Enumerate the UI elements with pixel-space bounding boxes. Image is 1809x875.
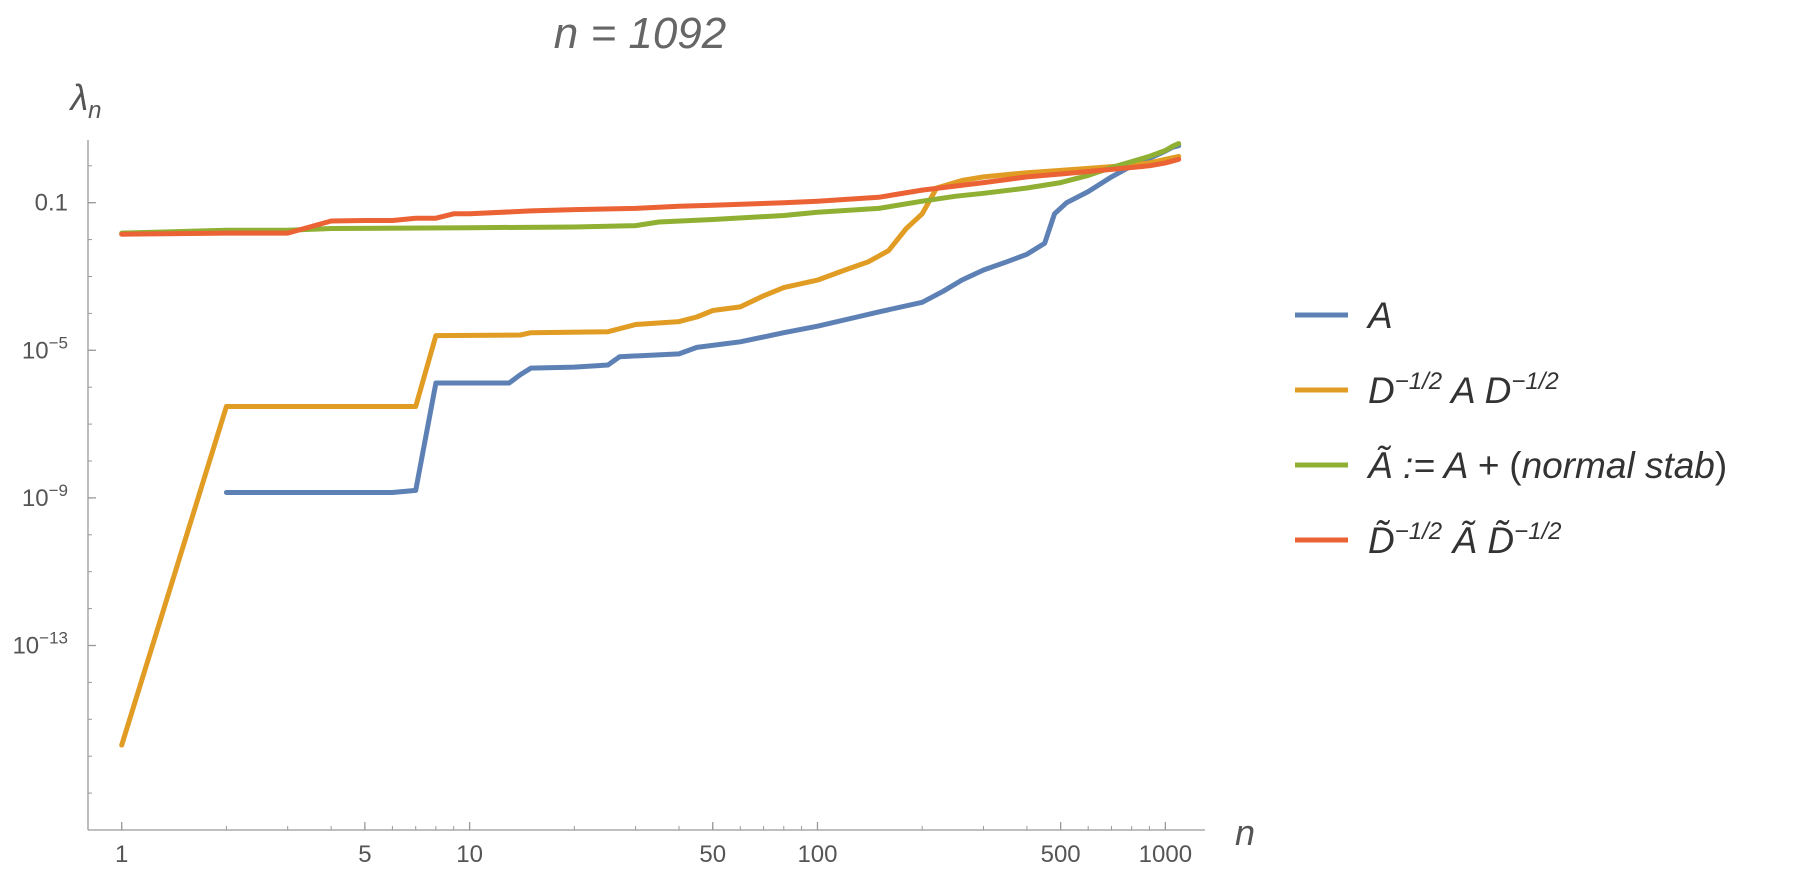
legend-text-part: ) <box>1715 445 1727 486</box>
x-tick-label: 1 <box>115 841 128 868</box>
legend-text-part: −1/2 <box>1395 368 1442 395</box>
x-tick-label: 5 <box>358 841 371 868</box>
legend-text-part: −1/2 <box>1514 518 1561 545</box>
legend-text-part: Ã D̃ <box>1442 520 1514 561</box>
y-tick-base: 10 <box>22 485 49 512</box>
y-tick-base: 0.1 <box>35 190 68 217</box>
y-axis-label-symbol: λ <box>68 77 88 118</box>
series-line-1 <box>119 153 1182 748</box>
y-axis-label: λn <box>68 77 101 124</box>
y-tick-exponent: −13 <box>39 628 68 647</box>
y-tick-label: 10−5 <box>22 333 68 364</box>
x-axis-label: n <box>1235 812 1255 853</box>
y-tick-exponent: −5 <box>49 333 68 352</box>
x-tick-label: 1000 <box>1139 841 1192 868</box>
legend-text-part: ( <box>1509 445 1522 486</box>
y-axis-label-subscript: n <box>88 97 101 124</box>
y-tick-base: 10 <box>12 632 39 659</box>
chart-title: n = 1092 <box>554 9 727 58</box>
series-line-2 <box>119 141 1182 236</box>
y-tick-label: 10−13 <box>12 628 68 659</box>
y-tick-label: 10−9 <box>22 481 68 512</box>
legend-text-part: −1/2 <box>1395 518 1442 545</box>
series-line-0 <box>223 143 1182 495</box>
x-tick-label: 10 <box>456 841 483 868</box>
legend-label-0: A <box>1366 295 1393 336</box>
x-tick-label: 100 <box>797 841 837 868</box>
x-tick-label: 500 <box>1041 841 1081 868</box>
legend-label-2: Ã := A + (normal stab) <box>1366 445 1727 486</box>
series-line-3 <box>119 156 1182 237</box>
legend-label-3: D̃−1/2 Ã D̃−1/2 <box>1368 518 1561 561</box>
legend: AD−1/2 A D−1/2Ã := A + (normal stab)D̃−1… <box>1295 295 1727 561</box>
legend-text-part: A <box>1366 295 1393 336</box>
legend-label-1: D−1/2 A D−1/2 <box>1368 368 1559 411</box>
x-tick-label: 50 <box>699 841 726 868</box>
legend-text-part: −1/2 <box>1511 368 1558 395</box>
legend-text-part: A D <box>1442 370 1511 411</box>
legend-text-part: Ã := A + <box>1366 445 1509 486</box>
legend-text-part: normal stab <box>1522 445 1715 486</box>
y-tick-label: 0.1 <box>35 190 68 217</box>
y-tick-base: 10 <box>22 337 49 364</box>
series-layer <box>119 141 1182 748</box>
y-tick-exponent: −9 <box>49 481 68 500</box>
legend-text-part: D <box>1368 370 1395 411</box>
legend-text-part: D̃ <box>1368 520 1395 561</box>
